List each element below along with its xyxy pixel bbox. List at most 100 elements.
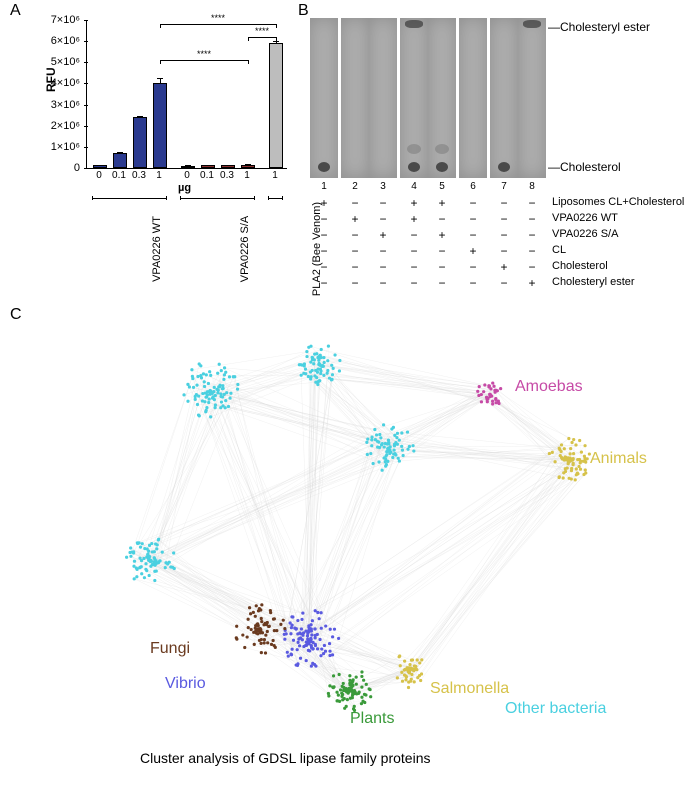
matrix-cell: − [401,228,427,242]
matrix-cell: − [342,196,368,210]
y-tick-label: 6×10⁶ [36,35,80,47]
lane-number: 1 [311,181,337,192]
y-tick-label: 5×10⁶ [36,56,80,68]
cluster-label: Fungi [150,640,190,658]
group-label: VPA0226 WT [151,216,163,282]
y-tick-label: 0 [36,162,80,174]
matrix-cell: − [491,196,517,210]
bar [93,165,107,168]
y-tick-label: 4×10⁶ [36,77,80,89]
matrix-cell: − [460,212,486,226]
matrix-cell: + [429,228,455,242]
cluster-label: Animals [590,450,647,468]
matrix-cell: − [429,276,455,290]
panel-b: —Cholesteryl ester—Cholesterol12345678+−… [310,8,690,308]
matrix-cell: + [342,212,368,226]
x-tick-label: 0.1 [198,170,216,181]
side-label-top: —Cholesteryl ester [548,20,650,34]
cluster-label: Vibrio [165,675,206,693]
matrix-cell: − [519,244,545,258]
matrix-row-label: VPA0226 S/A [552,228,618,240]
bar [241,165,255,168]
matrix-cell: − [311,276,337,290]
matrix-cell: − [519,212,545,226]
tlc-lane [518,18,546,178]
tlc-lane [428,18,456,178]
matrix-cell: − [370,276,396,290]
matrix-cell: − [370,244,396,258]
tlc-lane [341,18,369,178]
panel-b-label: B [298,2,309,20]
matrix-cell: + [491,260,517,274]
lane-number: 2 [342,181,368,192]
y-tick-label: 3×10⁶ [36,99,80,111]
matrix-cell: + [401,196,427,210]
tlc-lane [310,18,338,178]
x-tick-label: 1 [150,170,168,181]
matrix-cell: − [460,196,486,210]
matrix-cell: − [401,276,427,290]
lane-number: 8 [519,181,545,192]
matrix-cell: − [311,228,337,242]
matrix-cell: − [401,244,427,258]
matrix-cell: − [460,260,486,274]
matrix-row-label: Cholesteryl ester [552,276,635,288]
matrix-cell: + [519,276,545,290]
matrix-cell: − [342,228,368,242]
x-tick-label: 0 [178,170,196,181]
bar [113,153,127,168]
cluster-label: Amoebas [515,378,583,396]
y-tick-label: 1×10⁶ [36,141,80,153]
bar-chart: ************ [86,20,287,169]
matrix-cell: − [460,228,486,242]
matrix-cell: − [491,228,517,242]
matrix-cell: − [491,276,517,290]
matrix-cell: − [519,260,545,274]
matrix-cell: − [311,244,337,258]
matrix-cell: − [429,212,455,226]
x-tick-label: 0 [90,170,108,181]
tlc-lane [459,18,487,178]
matrix-cell: − [491,244,517,258]
matrix-cell: − [370,260,396,274]
lane-number: 4 [401,181,427,192]
matrix-cell: + [370,228,396,242]
y-tick-label: 2×10⁶ [36,120,80,132]
x-tick-label: 0.3 [130,170,148,181]
matrix-cell: − [342,260,368,274]
x-tick-label: 1 [266,170,284,181]
x-axis-title: µg [178,182,191,194]
lane-number: 5 [429,181,455,192]
matrix-cell: − [460,276,486,290]
matrix-cell: + [311,196,337,210]
matrix-cell: − [429,260,455,274]
tlc-lane [369,18,397,178]
x-tick-label: 1 [238,170,256,181]
panel-a: ************ RFU 01×10⁶2×10⁶3×10⁶4×10⁶5×… [36,16,296,276]
panel-a-label: A [10,2,21,20]
cluster-label: Plants [350,710,394,728]
x-tick-label: 0.1 [110,170,128,181]
matrix-cell: − [311,212,337,226]
matrix-cell: − [401,260,427,274]
panel-c-caption: Cluster analysis of GDSL lipase family p… [140,750,431,766]
matrix-cell: − [429,244,455,258]
matrix-cell: + [401,212,427,226]
matrix-cell: − [519,196,545,210]
matrix-cell: + [460,244,486,258]
matrix-row-label: CL [552,244,566,256]
lane-number: 3 [370,181,396,192]
matrix-cell: − [370,196,396,210]
matrix-row-label: VPA0226 WT [552,212,618,224]
lane-number: 7 [491,181,517,192]
bar [153,83,167,168]
significance-stars: **** [189,49,219,59]
panel-c: Cluster analysis of GDSL lipase family p… [10,320,686,790]
matrix-cell: + [429,196,455,210]
cluster-label: Salmonella [430,680,509,698]
bar [269,43,283,168]
matrix-cell: − [370,212,396,226]
matrix-cell: − [491,212,517,226]
matrix-row-label: Cholesterol [552,260,608,272]
cluster-label: Other bacteria [505,700,606,718]
